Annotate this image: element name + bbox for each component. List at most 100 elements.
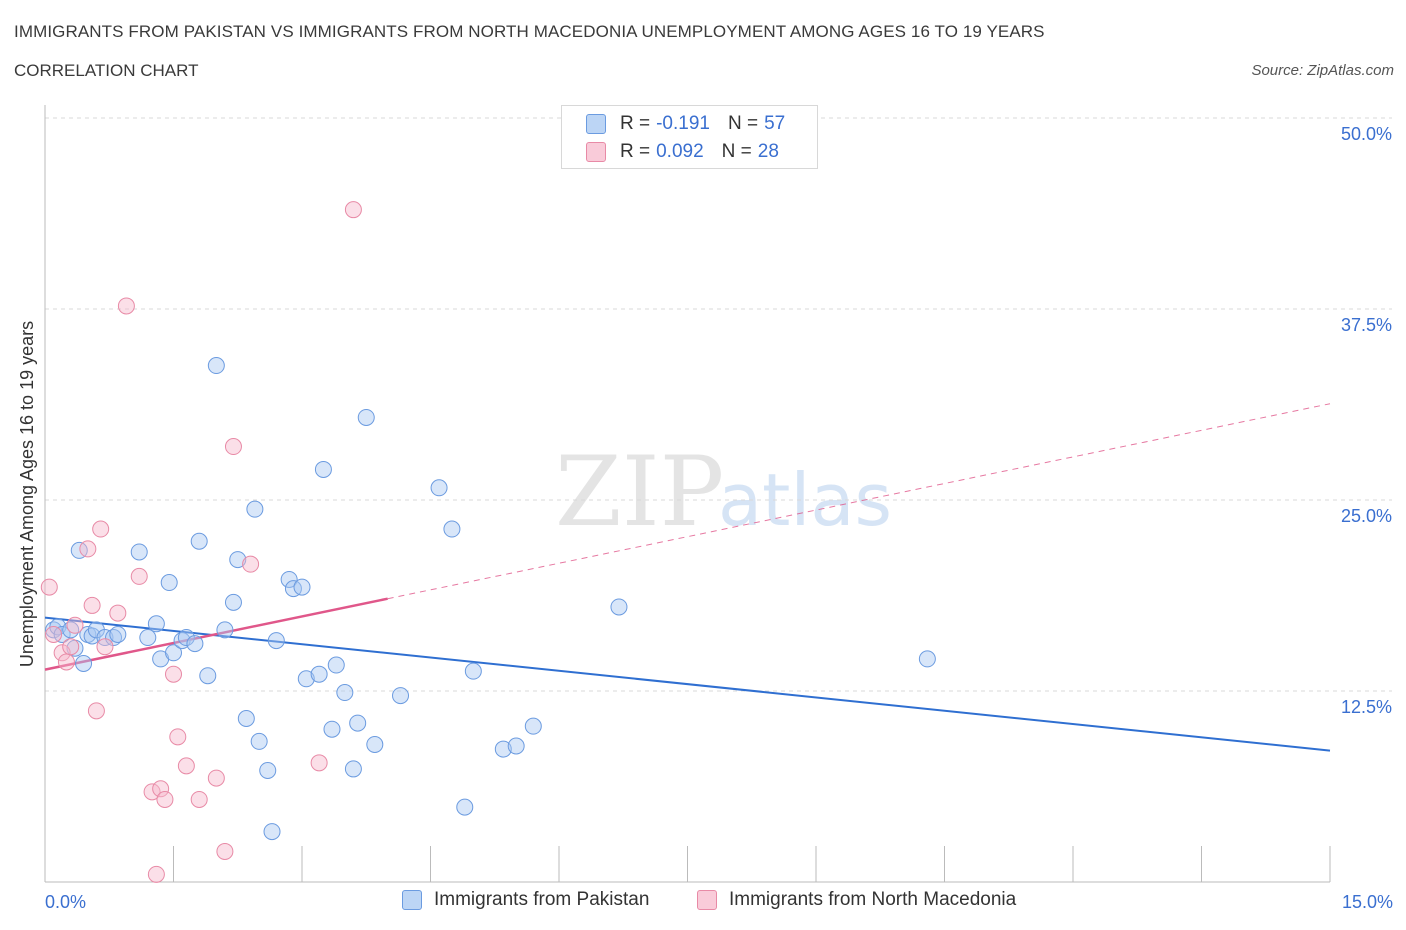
legend-swatch-pakistan — [586, 114, 606, 134]
watermark-zip: ZIP — [555, 436, 724, 548]
data-point-pakistan — [186, 635, 204, 653]
data-point-pakistan — [464, 662, 482, 680]
y-axis-label: Unemployment Among Ages 16 to 19 years — [17, 321, 37, 667]
data-point-pakistan — [83, 627, 101, 645]
data-point-pakistan — [443, 520, 461, 538]
data-point-pakistan — [344, 760, 362, 778]
data-point-pakistan — [147, 615, 165, 633]
data-point-north-macedonia — [152, 780, 170, 798]
data-point-pakistan — [314, 460, 332, 478]
data-point-pakistan — [190, 532, 208, 550]
source-label: Source: ZipAtlas.com — [1251, 62, 1394, 79]
data-point-north-macedonia — [96, 638, 114, 656]
data-point-pakistan — [160, 574, 178, 592]
data-point-north-macedonia — [109, 604, 127, 622]
data-point-north-macedonia — [62, 638, 80, 656]
trend-line — [44, 597, 388, 671]
data-point-pakistan — [327, 656, 345, 674]
legend-r-label: R = — [620, 113, 651, 134]
data-point-pakistan — [284, 580, 302, 598]
data-point-pakistan — [310, 665, 328, 683]
data-point-pakistan — [336, 684, 354, 702]
data-point-pakistan — [456, 798, 474, 816]
data-point-pakistan — [224, 593, 242, 611]
y-tick-label: 37.5% — [1341, 315, 1392, 335]
data-point-pakistan — [139, 629, 157, 647]
data-point-north-macedonia — [177, 757, 195, 775]
series-label-pakistan: Immigrants from Pakistan — [434, 889, 650, 910]
data-point-pakistan — [357, 408, 375, 426]
series-legend-north-macedonia[interactable]: Immigrants from North Macedonia — [697, 889, 1016, 911]
data-point-north-macedonia — [147, 865, 165, 883]
watermark: ZIP atlas — [555, 436, 892, 548]
data-point-pakistan — [250, 732, 268, 750]
series-label-north-macedonia: Immigrants from North Macedonia — [729, 889, 1017, 910]
data-point-pakistan — [259, 761, 277, 779]
legend-n-value: 28 — [757, 141, 779, 162]
data-point-pakistan — [918, 650, 936, 668]
data-point-north-macedonia — [79, 540, 97, 558]
data-point-pakistan — [323, 720, 341, 738]
data-point-pakistan — [297, 670, 315, 688]
legend-n-value: 57 — [764, 113, 786, 134]
data-point-pakistan — [199, 667, 217, 685]
data-point-pakistan — [267, 632, 285, 650]
data-point-pakistan — [430, 479, 448, 497]
data-point-pakistan — [237, 710, 255, 728]
data-point-north-macedonia — [165, 665, 182, 683]
data-point-pakistan — [392, 687, 410, 705]
data-point-north-macedonia — [310, 754, 328, 772]
x-tick-label: 0.0% — [45, 892, 86, 912]
data-point-north-macedonia — [45, 625, 63, 643]
data-point-pakistan — [207, 357, 225, 375]
data-point-pakistan — [109, 625, 127, 643]
data-point-pakistan — [216, 621, 234, 639]
data-point-pakistan — [263, 823, 281, 841]
data-point-north-macedonia — [40, 578, 58, 596]
correlation-legend: R = -0.191 N = 57 R = 0.092 N = 28 — [561, 105, 818, 169]
y-tick-label: 25.0% — [1341, 506, 1392, 526]
data-point-north-macedonia — [66, 616, 84, 634]
data-point-pakistan — [610, 598, 628, 616]
data-point-north-macedonia — [57, 653, 75, 671]
data-point-pakistan — [366, 735, 384, 753]
data-point-pakistan — [494, 740, 512, 758]
data-point-north-macedonia — [117, 297, 135, 315]
data-point-north-macedonia — [207, 769, 225, 787]
legend-n-label: N = — [721, 141, 752, 162]
data-point-pakistan — [293, 578, 311, 596]
data-point-north-macedonia — [242, 555, 260, 573]
data-point-north-macedonia — [156, 790, 174, 808]
series-legend-pakistan[interactable]: Immigrants from Pakistan — [402, 889, 649, 911]
data-point-pakistan — [229, 551, 247, 569]
data-point-north-macedonia — [190, 790, 208, 808]
legend-r-value: -0.191 — [656, 113, 710, 134]
data-point-north-macedonia — [130, 567, 148, 585]
data-point-north-macedonia — [87, 702, 105, 720]
data-point-pakistan — [507, 737, 525, 755]
data-point-north-macedonia — [83, 596, 101, 614]
trend-line — [44, 616, 1331, 752]
data-point-pakistan — [53, 625, 71, 643]
data-point-pakistan — [246, 500, 264, 518]
legend-n-label: N = — [727, 113, 759, 134]
y-tick-label: 12.5% — [1341, 697, 1392, 717]
legend-r-label: R = — [620, 141, 651, 162]
legend-r-value: 0.092 — [656, 141, 704, 162]
series-swatch-north-macedonia — [697, 890, 717, 910]
data-point-pakistan — [349, 714, 367, 732]
data-point-pakistan — [524, 717, 542, 735]
data-point-north-macedonia — [216, 842, 234, 860]
series-swatch-pakistan — [402, 890, 422, 910]
data-point-north-macedonia — [344, 201, 362, 219]
data-point-pakistan — [280, 570, 298, 588]
y-tick-label: 50.0% — [1341, 124, 1392, 144]
series-legend: Immigrants from Pakistan Immigrants from… — [0, 889, 1406, 915]
legend-row-north-macedonia: R = 0.092 N = 28 — [586, 139, 779, 165]
data-point-pakistan — [96, 629, 114, 647]
data-point-north-macedonia — [169, 728, 187, 746]
chart-title: IMMIGRANTS FROM PAKISTAN VS IMMIGRANTS F… — [14, 22, 1045, 41]
data-point-pakistan — [165, 644, 182, 662]
legend-swatch-north-macedonia — [586, 142, 606, 162]
